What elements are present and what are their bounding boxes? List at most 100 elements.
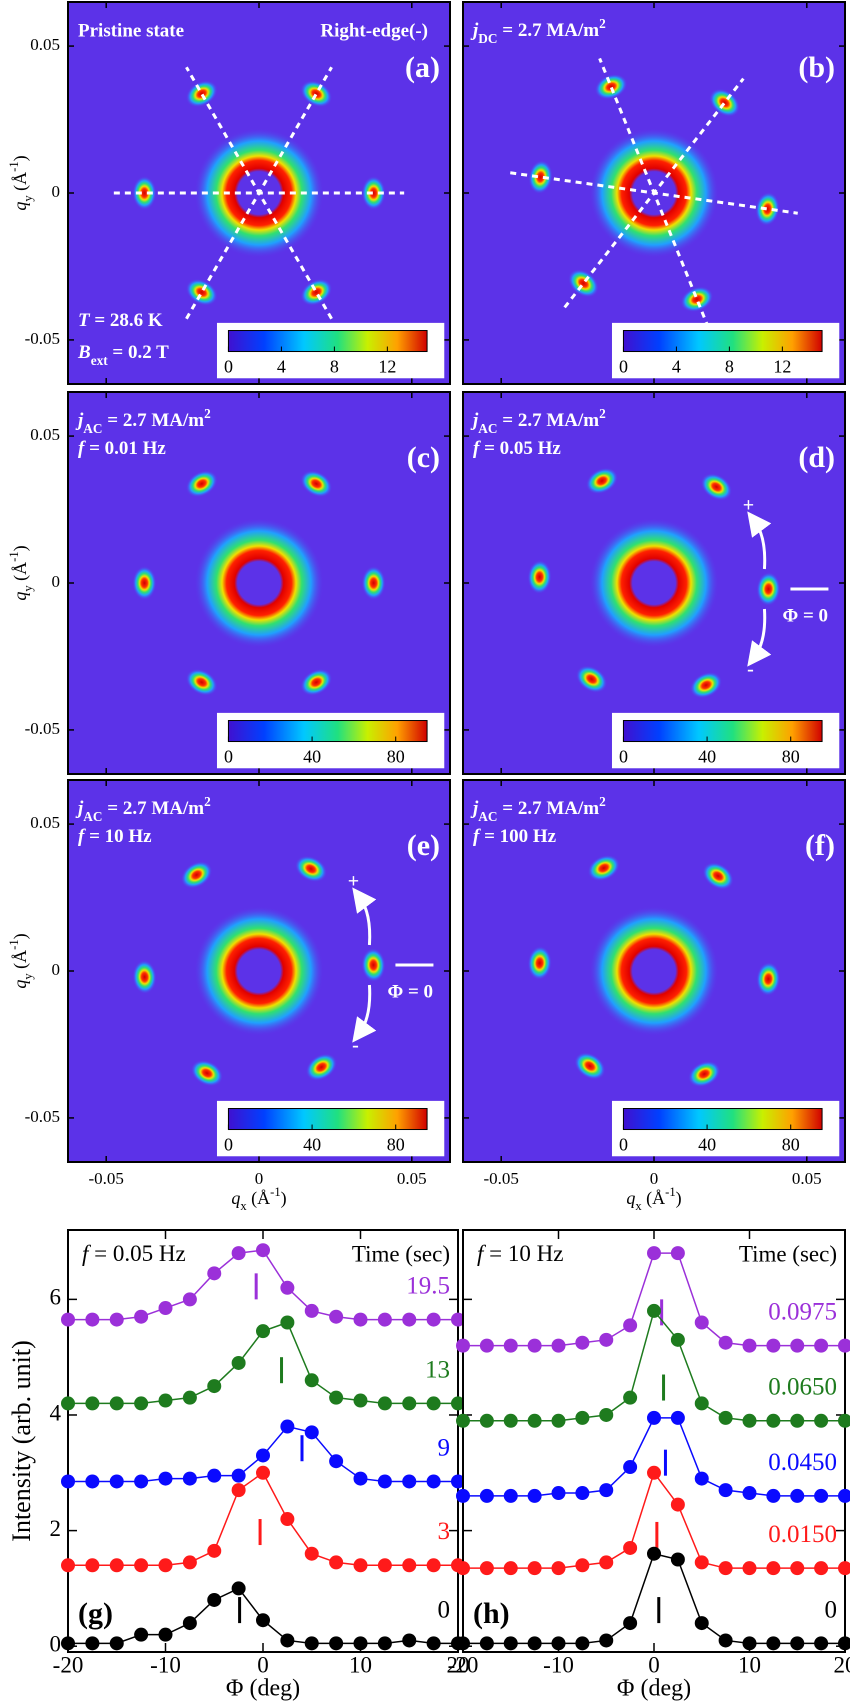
data-point <box>456 1338 470 1353</box>
x-tick-label: 0 <box>257 1652 269 1677</box>
bragg-spot <box>755 192 780 226</box>
bragg-spot <box>300 278 333 306</box>
data-point <box>304 1546 319 1561</box>
data-point <box>694 1616 709 1631</box>
bragg-spot <box>594 73 628 100</box>
data-point <box>329 1390 344 1405</box>
data-point <box>426 1474 441 1489</box>
data-point <box>694 1396 709 1411</box>
data-point <box>353 1636 368 1651</box>
panel-label: (g) <box>78 1597 113 1630</box>
data-point <box>670 1246 685 1261</box>
text-part: 2 <box>204 794 211 809</box>
data-point <box>599 1633 614 1648</box>
bragg-spot <box>361 948 386 982</box>
data-point <box>647 1246 661 1261</box>
data-point <box>623 1616 638 1631</box>
data-point <box>838 1413 850 1428</box>
text-part: q <box>626 1188 635 1208</box>
bragg-spot <box>587 854 620 882</box>
data-point <box>280 1419 295 1434</box>
data-point <box>256 1613 270 1628</box>
colorbar-tick-label: 0 <box>224 357 233 377</box>
data-point <box>623 1540 638 1555</box>
legend-entry: 0.0450 <box>768 1449 837 1476</box>
data-point <box>551 1338 566 1353</box>
x-tick-label: 0 <box>255 1169 264 1188</box>
text-part: y <box>21 973 35 980</box>
data-point <box>838 1561 850 1576</box>
legend-entry: 19.5 <box>406 1273 450 1300</box>
legend-entry: 0.0150 <box>768 1521 837 1548</box>
bragg-spot <box>305 1053 338 1081</box>
text-part: j <box>75 798 84 819</box>
colorbar-tick-label: 80 <box>387 1135 405 1155</box>
plot-annotation: f = 0.05 Hz <box>82 1241 186 1266</box>
y-tick-label: 0.05 <box>30 813 60 832</box>
x-tick-label: -0.05 <box>483 1169 518 1188</box>
x-tick-label: -10 <box>543 1652 574 1677</box>
data-point <box>456 1636 470 1651</box>
center-ring <box>589 906 719 1036</box>
data-point <box>742 1413 757 1428</box>
data-point <box>527 1561 542 1576</box>
panel-annotation: jAC = 2.7 MA/m2 <box>75 406 211 436</box>
data-point <box>814 1636 829 1651</box>
colorbar-tick-label: 0 <box>224 1135 233 1155</box>
data-point <box>61 1558 75 1573</box>
panel-annotation: jAC = 2.7 MA/m2 <box>470 794 606 824</box>
text-part: (Å <box>247 1188 271 1209</box>
data-point <box>280 1280 295 1295</box>
data-point <box>599 1483 614 1498</box>
data-point <box>479 1561 494 1576</box>
data-point <box>231 1483 246 1498</box>
legend-entry: 13 <box>425 1356 450 1383</box>
data-point <box>623 1390 638 1405</box>
bragg-spot <box>132 176 157 210</box>
data-point <box>158 1558 173 1573</box>
text-part: q <box>231 1188 240 1208</box>
data-point <box>814 1338 829 1353</box>
data-point <box>231 1468 246 1483</box>
y-tick-label: -0.05 <box>25 719 60 738</box>
data-point <box>377 1396 392 1411</box>
data-point <box>599 1555 614 1570</box>
annotation: - <box>352 1035 359 1057</box>
bragg-spot <box>361 566 386 600</box>
data-point <box>182 1292 197 1307</box>
text-part: = 2.7 MA/m <box>103 410 205 431</box>
data-point <box>742 1486 757 1501</box>
text-part: f <box>473 826 481 847</box>
text-part: B <box>77 342 91 363</box>
x-tick-label: -10 <box>150 1652 181 1677</box>
data-point <box>456 1488 470 1503</box>
data-point <box>814 1413 829 1428</box>
data-point <box>479 1338 494 1353</box>
data-point <box>377 1474 392 1489</box>
data-point <box>718 1335 733 1350</box>
bragg-spot <box>132 960 157 994</box>
data-point <box>353 1393 368 1408</box>
data-point <box>503 1561 518 1576</box>
colorbar-tick-label: 40 <box>698 747 716 767</box>
colorbar-tick-label: 4 <box>672 357 681 377</box>
x-axis-label: qx (Å-1) <box>626 1185 681 1213</box>
text-part: f <box>78 826 86 847</box>
bragg-spot <box>574 1052 606 1080</box>
data-point <box>790 1561 805 1576</box>
text-part: = 10 Hz <box>483 1241 563 1266</box>
data-point <box>377 1558 392 1573</box>
text-part: ) <box>281 1188 287 1209</box>
y-tick-label: 0.05 <box>30 425 60 444</box>
data-point <box>109 1558 124 1573</box>
text-part: 2 <box>599 16 606 31</box>
bragg-spot <box>300 80 333 108</box>
colorbar-tick-label: 40 <box>303 747 321 767</box>
bragg-spot <box>680 286 714 313</box>
data-point <box>694 1555 709 1570</box>
colorbar-tick-label: 12 <box>378 357 396 377</box>
text-part: ) <box>10 933 31 939</box>
data-point <box>304 1636 319 1651</box>
annotation: Φ = 0 <box>387 981 433 1002</box>
panel-annotation: Pristine state <box>78 20 184 41</box>
